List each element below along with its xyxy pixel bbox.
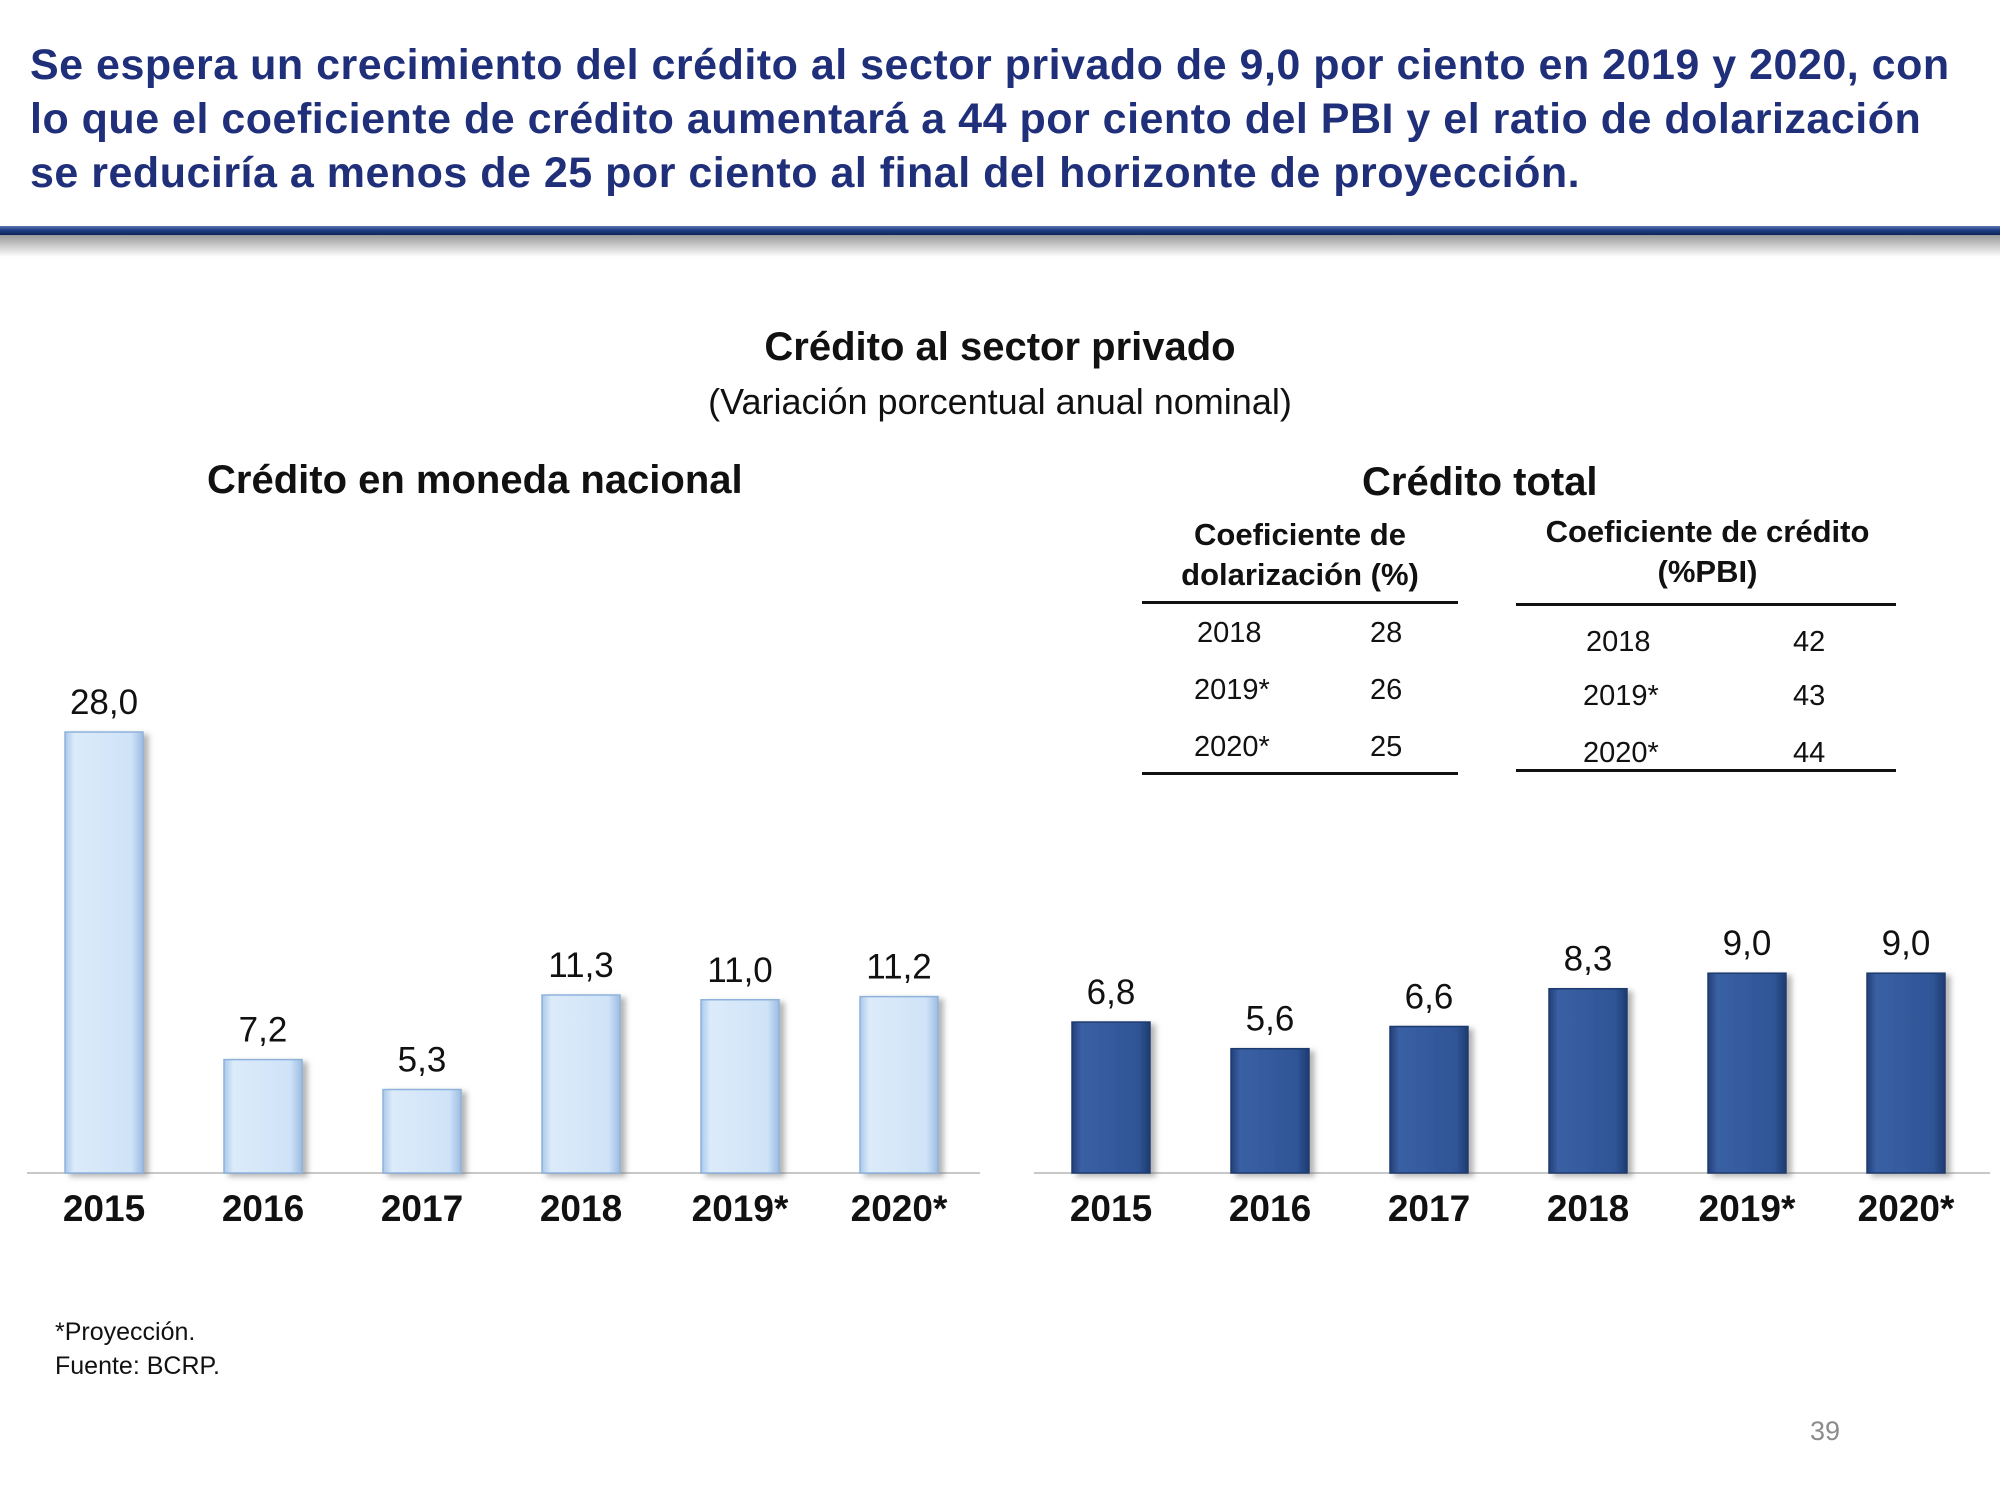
header-rule [0,226,2000,235]
credito-pbi-year-3: 2020* [1583,737,1659,769]
left-category-label: 2015 [63,1188,145,1229]
credito-pbi-bottom-rule [1516,769,1896,772]
dolarizacion-table-title: Coeficiente de dolarización (%) [1181,517,1419,592]
header-rule-shadow [0,235,2000,257]
projection-note: *Proyección. [55,1318,196,1346]
right-value-label: 6,8 [1087,973,1136,1012]
right-bar-chart: 6,8 2015 5,6 2016 6,6 2017 8,3 2018 9,0 2019* 9,0 2… [1034,924,1990,1229]
left-bar-chart: 28,0 2015 7,2 2016 5,3 2017 11,3 2018 11,0 2019* 1… [27,683,980,1229]
credito-pbi-value-2: 43 [1793,680,1826,712]
right-bar-2018 [1548,987,1628,1174]
left-value-label: 11,3 [548,946,614,985]
right-bar-2019 [1707,972,1787,1174]
dolarizacion-top-rule [1142,601,1458,604]
credito-pbi-value-1: 42 [1793,626,1826,658]
left-value-label: 7,2 [239,1011,288,1050]
source-note: Fuente: BCRP. [55,1352,220,1380]
left-bar-2016 [223,1058,303,1174]
left-value-label: 28,0 [70,683,138,722]
right-category-label: 2016 [1229,1188,1311,1229]
left-category-label: 2016 [222,1188,304,1229]
credito-pbi-year-2: 2019* [1583,680,1659,712]
left-bar-2019 [700,999,780,1174]
chart-title: Crédito al sector privado [764,325,1236,369]
dolarizacion-bottom-rule [1142,772,1458,775]
credito-pbi-value-3: 44 [1793,737,1826,769]
footnotes: *Proyección. Fuente: BCRP. [55,1315,220,1383]
dolarizacion-value-1: 28 [1370,617,1403,649]
dolarizacion-year-3: 2020* [1194,731,1270,763]
right-value-label: 9,0 [1723,924,1772,963]
right-category-label: 2019* [1699,1188,1796,1229]
right-value-label: 8,3 [1564,940,1613,979]
left-value-label: 5,3 [398,1041,447,1080]
left-chart-title: Crédito en moneda nacional [207,458,743,502]
left-category-label: 2017 [381,1188,463,1229]
slide-headline: Se espera un crecimiento del crédito al … [30,41,1950,197]
dolarizacion-value-3: 25 [1370,731,1403,763]
left-bar-2018 [541,994,621,1174]
left-category-label: 2020* [851,1188,948,1229]
right-value-label: 5,6 [1246,1000,1295,1039]
right-category-label: 2015 [1070,1188,1152,1229]
right-category-label: 2020* [1858,1188,1955,1229]
left-bar-2017 [382,1088,462,1174]
right-bar-2016 [1230,1047,1310,1174]
dolarizacion-year-1: 2018 [1197,617,1262,649]
chart-subtitle: (Variación porcentual anual nominal) [708,381,1292,422]
dolarizacion-year-2: 2019* [1194,674,1270,706]
right-category-label: 2017 [1388,1188,1470,1229]
left-bar-2015 [64,731,144,1174]
credito-pbi-year-1: 2018 [1586,626,1651,658]
right-value-label: 9,0 [1882,924,1931,963]
left-category-label: 2018 [540,1188,622,1229]
right-chart-title: Crédito total [1362,460,1598,504]
dolarizacion-value-2: 26 [1370,674,1403,706]
left-value-label: 11,2 [866,948,932,987]
right-bar-2020 [1866,972,1946,1174]
right-category-label: 2018 [1547,1188,1629,1229]
left-category-label: 2019* [692,1188,789,1229]
right-bar-2017 [1389,1025,1469,1174]
page-number: 39 [1810,1416,1841,1446]
credito-pbi-table-title: Coeficiente de crédito (%PBI) [1545,514,1870,589]
credito-pbi-top-rule [1516,603,1896,606]
right-value-label: 6,6 [1405,977,1454,1016]
right-bar-2015 [1071,1021,1151,1174]
left-bar-2020 [859,995,939,1174]
left-value-label: 11,0 [707,951,773,990]
